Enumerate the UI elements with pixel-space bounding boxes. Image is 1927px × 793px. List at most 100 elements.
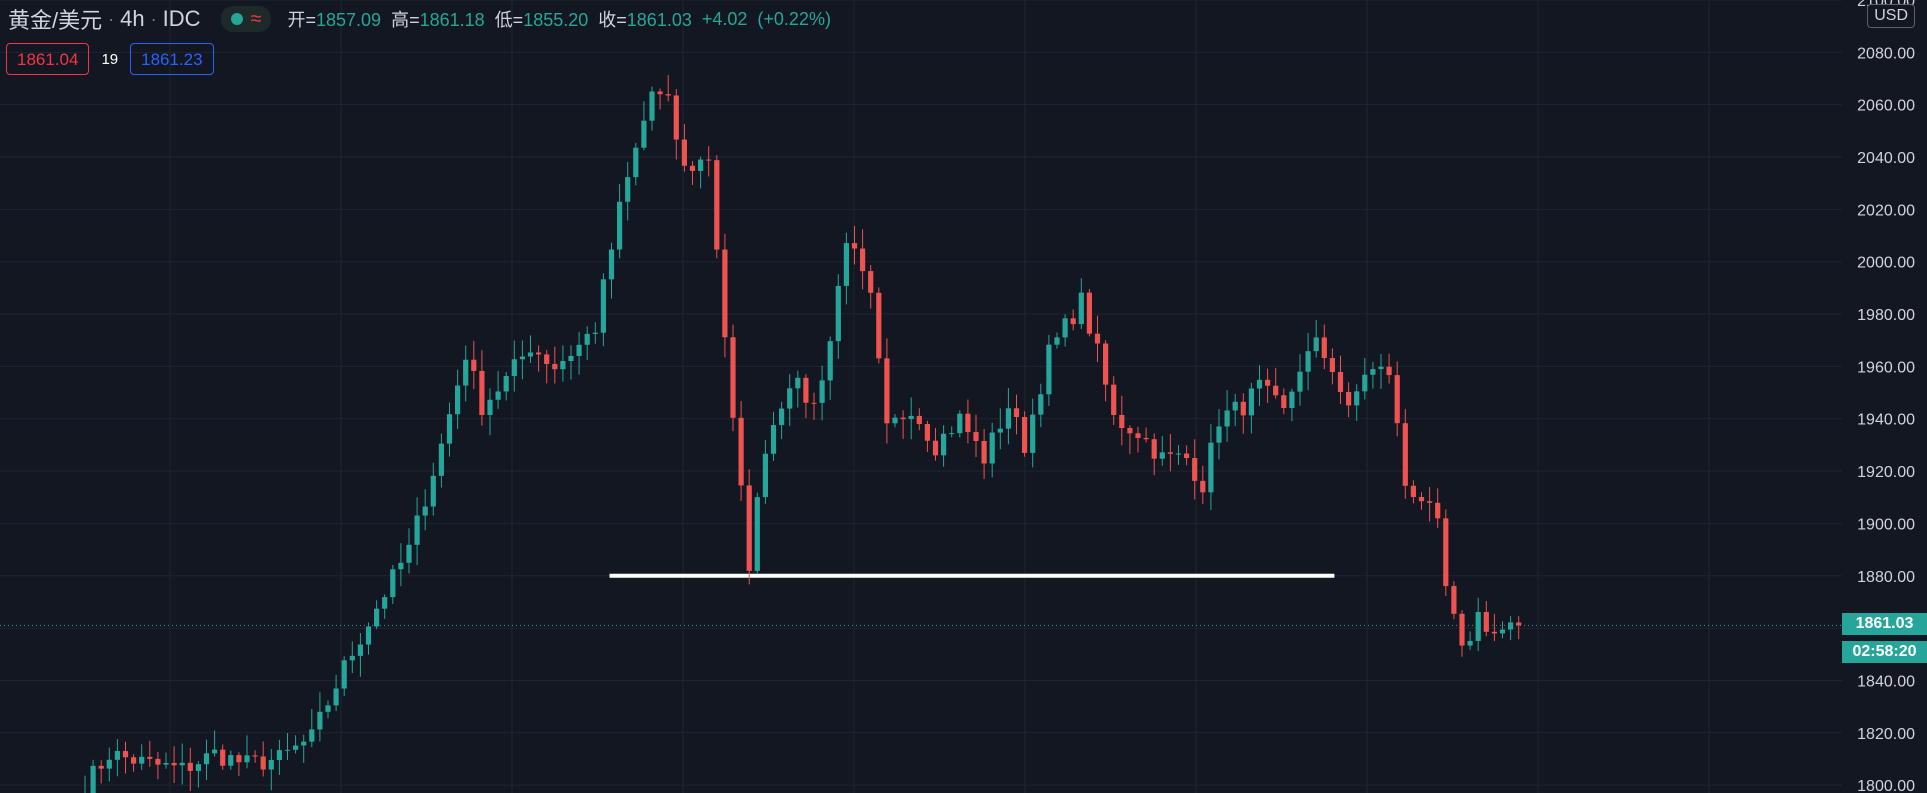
candle-body xyxy=(1499,629,1506,634)
candle-body xyxy=(746,485,752,571)
candle xyxy=(803,374,809,419)
candle-body xyxy=(1370,369,1376,375)
candle xyxy=(317,692,323,742)
price-tick-label: 1980.00 xyxy=(1857,307,1915,324)
candle xyxy=(252,750,258,763)
candle-body xyxy=(900,417,906,420)
symbol-name[interactable]: 黄金/美元 xyxy=(8,8,103,33)
candle-body xyxy=(1378,366,1384,370)
candle-body xyxy=(341,660,347,689)
candle xyxy=(665,75,671,102)
candle-body xyxy=(1013,408,1020,418)
candle xyxy=(414,497,420,566)
candle xyxy=(932,427,939,461)
candle xyxy=(1337,355,1344,405)
candle-body xyxy=(665,94,671,96)
candle-body xyxy=(349,655,355,661)
candle xyxy=(1070,309,1076,331)
candle xyxy=(641,101,647,151)
header-separator: · xyxy=(150,8,157,29)
candle xyxy=(106,747,112,782)
candle xyxy=(1046,334,1052,406)
candle-body xyxy=(1475,611,1481,641)
candle xyxy=(1321,324,1327,370)
quote-row: 1861.04 19 1861.23 xyxy=(6,42,214,76)
candle-body xyxy=(706,159,712,161)
market-status-pill[interactable]: ≈ xyxy=(220,6,272,32)
candle-body xyxy=(584,333,590,345)
candle-body xyxy=(803,377,809,403)
candle xyxy=(195,761,201,788)
candle-body xyxy=(1418,497,1425,502)
candle-body xyxy=(90,765,96,793)
candle-body xyxy=(965,413,971,433)
candle xyxy=(1175,445,1182,465)
candle xyxy=(187,747,193,792)
price-tick-label: 1880.00 xyxy=(1857,569,1915,586)
price-axis[interactable]: 1800.001820.001840.001860.001880.001900.… xyxy=(1842,0,1927,793)
candle-body xyxy=(1192,458,1198,481)
candles-layer xyxy=(84,75,1522,793)
candle-body xyxy=(1038,394,1044,415)
candle xyxy=(1386,353,1392,384)
candle xyxy=(147,740,153,767)
candle xyxy=(868,265,874,309)
candle xyxy=(325,700,331,719)
buy-price-button[interactable]: 1861.23 xyxy=(130,43,214,75)
candle xyxy=(1232,393,1238,427)
currency-button[interactable]: USD xyxy=(1867,4,1915,28)
candle-body xyxy=(617,201,623,250)
candle-body xyxy=(568,355,574,362)
candle xyxy=(900,410,906,439)
candle xyxy=(1329,348,1335,385)
candle xyxy=(560,345,566,382)
candle xyxy=(1127,425,1133,455)
price-tick-label: 2040.00 xyxy=(1857,150,1915,167)
candle-body xyxy=(131,757,137,764)
candle xyxy=(203,739,210,781)
candle-body xyxy=(187,762,193,771)
candle xyxy=(284,732,291,761)
candle xyxy=(584,326,590,360)
candle-body xyxy=(714,160,720,250)
candle xyxy=(779,401,785,440)
candle-body xyxy=(770,425,777,454)
candle xyxy=(957,410,963,438)
candle xyxy=(511,340,517,392)
candle xyxy=(1427,486,1433,522)
candle xyxy=(1192,439,1198,500)
candle xyxy=(811,392,817,421)
candle xyxy=(1022,411,1028,457)
candle-body xyxy=(1467,640,1473,646)
candle-body xyxy=(1111,384,1117,415)
candle-body xyxy=(1135,433,1141,438)
candle-body xyxy=(293,745,299,750)
open-value: 1857.09 xyxy=(316,10,382,30)
ohlc-readout: 开=1857.09 高=1861.18 低=1855.20 收=1861.03 … xyxy=(287,8,831,31)
candle-body xyxy=(163,762,169,765)
candle xyxy=(722,233,728,358)
sell-price-button[interactable]: 1861.04 xyxy=(6,43,90,75)
candle xyxy=(1200,465,1206,505)
candle-body xyxy=(860,248,866,272)
candle xyxy=(843,232,849,305)
high-value: 1861.18 xyxy=(419,10,485,30)
interval-label[interactable]: 4h xyxy=(120,6,145,31)
candle xyxy=(1086,289,1092,337)
candle xyxy=(617,184,623,259)
candle xyxy=(633,142,639,186)
symbol-header: 黄金/美元 · 4h · IDC ≈ 开=1857.09 高=1861.18 低… xyxy=(8,4,831,34)
candle xyxy=(1346,382,1352,418)
candle xyxy=(1094,315,1101,363)
price-tick-label: 1940.00 xyxy=(1857,412,1915,429)
candle-body xyxy=(835,285,841,342)
candle-body xyxy=(1265,379,1271,386)
candle-body xyxy=(1119,414,1125,429)
candle xyxy=(1410,480,1416,504)
candle xyxy=(981,429,987,479)
candle-body xyxy=(1151,439,1157,459)
candle-body xyxy=(155,758,161,765)
candle-body xyxy=(406,544,412,563)
